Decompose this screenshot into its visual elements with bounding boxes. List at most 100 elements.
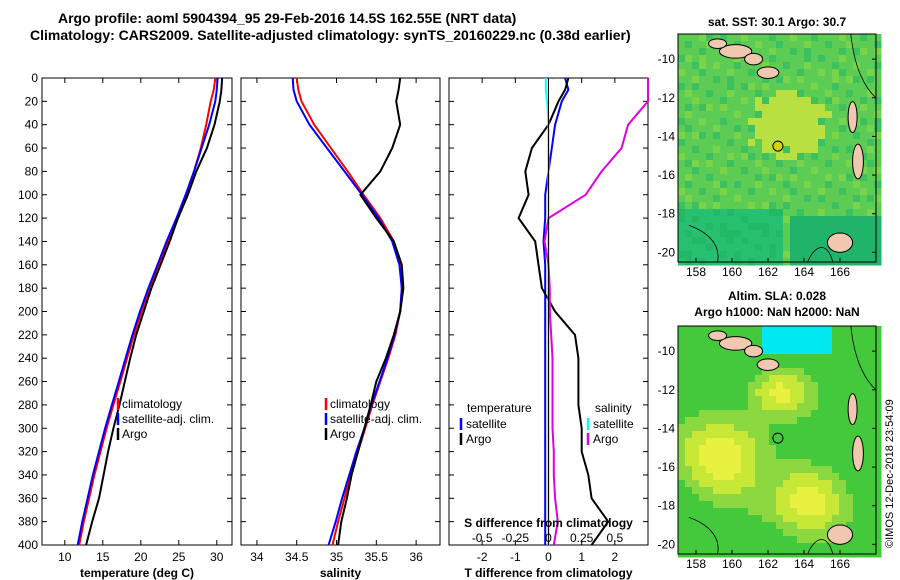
map-cell: [853, 501, 861, 509]
map-cell: [853, 41, 861, 49]
map-cell: [748, 146, 756, 154]
map-cell: [804, 417, 812, 425]
map-cell: [846, 452, 854, 460]
map-cell: [804, 174, 812, 182]
map-cell: [692, 62, 700, 70]
map-cell: [776, 480, 784, 488]
map-cell: [755, 237, 763, 245]
map-cell: [818, 459, 826, 467]
map-cell: [839, 445, 847, 453]
map-cell: [755, 494, 763, 502]
map-cell: [804, 522, 812, 530]
map-cell: [874, 431, 882, 439]
map-cell: [706, 132, 714, 140]
map-cell: [755, 508, 763, 516]
map-cell: [741, 41, 749, 49]
map-cell: [776, 466, 784, 474]
map-cell: [727, 188, 735, 196]
map-cell: [790, 76, 798, 84]
map-cell: [811, 181, 819, 189]
map-cell: [699, 139, 707, 147]
map-cell: [804, 473, 812, 481]
map-cell: [797, 160, 805, 168]
legend-label: Argo: [330, 427, 356, 441]
map-cell: [706, 424, 714, 432]
map-cell: [769, 48, 777, 56]
map-cell: [804, 139, 812, 147]
map-cell: [706, 223, 714, 231]
map-cell: [678, 209, 686, 217]
map-cell: [867, 230, 875, 238]
map-cell: [790, 209, 798, 217]
map-cell: [734, 69, 742, 77]
map-cell: [853, 34, 861, 42]
s-tick-label: 0.5: [606, 531, 623, 545]
map-cell: [790, 452, 798, 460]
map-cell: [678, 188, 686, 196]
map-cell: [720, 403, 728, 411]
map-cell: [811, 494, 819, 502]
map-cell: [804, 347, 812, 355]
map-cell: [692, 167, 700, 175]
map-cell: [755, 202, 763, 210]
map-cell: [762, 494, 770, 502]
map-cell: [783, 522, 791, 530]
map-cell: [692, 55, 700, 63]
map-cell: [720, 97, 728, 105]
map-cell: [853, 382, 861, 390]
map-cell: [867, 375, 875, 383]
map-cell: [832, 396, 840, 404]
map-cell: [867, 417, 875, 425]
map-cell: [818, 146, 826, 154]
map-cell: [692, 333, 700, 341]
map-cell: [720, 111, 728, 119]
map-cell: [853, 326, 861, 334]
map-cell: [846, 153, 854, 161]
map-cell: [706, 146, 714, 154]
map-cell: [699, 389, 707, 397]
map-cell: [713, 529, 721, 537]
map-cell: [825, 522, 833, 530]
map-cell: [818, 97, 826, 105]
map-cell: [685, 501, 693, 509]
map-cell: [811, 529, 819, 537]
map-cell: [783, 90, 791, 98]
map-cell: [734, 202, 742, 210]
map-cell: [790, 237, 798, 245]
map-cell: [790, 403, 798, 411]
map-cell: [874, 543, 882, 551]
map-cell: [699, 237, 707, 245]
map-cell: [685, 48, 693, 56]
map-cell: [797, 326, 805, 334]
map-cell: [699, 536, 707, 544]
map-cell: [776, 174, 784, 182]
map-cell: [804, 487, 812, 495]
map-cell: [867, 167, 875, 175]
map-cell: [685, 508, 693, 516]
map-cell: [874, 347, 882, 355]
map-cell: [685, 340, 693, 348]
map-cell: [678, 167, 686, 175]
map-cell: [713, 167, 721, 175]
map-cell: [832, 501, 840, 509]
map-cell: [769, 223, 777, 231]
map-cell: [818, 354, 826, 362]
map-cell: [867, 354, 875, 362]
map-cell: [811, 34, 819, 42]
map-cell: [727, 354, 735, 362]
map-cell: [678, 202, 686, 210]
map-cell: [818, 174, 826, 182]
map-cell: [699, 529, 707, 537]
map-cell: [678, 333, 686, 341]
map-cell: [825, 69, 833, 77]
map-cell: [797, 354, 805, 362]
map-cell: [692, 97, 700, 105]
map-cell: [755, 389, 763, 397]
map-cell: [678, 375, 686, 383]
map-cell: [678, 361, 686, 369]
map-cell: [874, 237, 882, 245]
map-cell: [839, 431, 847, 439]
map-cell: [713, 230, 721, 238]
y-tick-label: -14: [658, 421, 676, 435]
map-cell: [811, 244, 819, 252]
